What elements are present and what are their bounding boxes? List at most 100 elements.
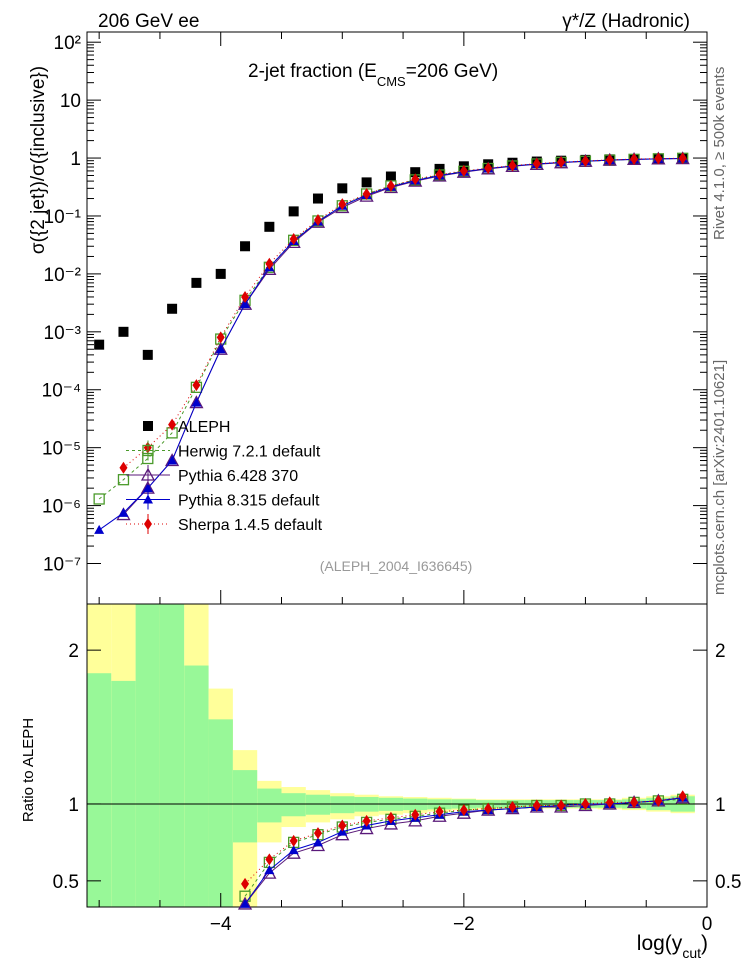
point-pythia6 (213, 341, 228, 355)
band-inner (305, 794, 331, 815)
ratio-ylabel: Ratio to ALEPH (20, 718, 37, 822)
point-sherpa (362, 187, 371, 200)
series-line-pythia6 (123, 158, 683, 515)
ratio-point-sherpa (557, 799, 566, 812)
ratio-point-pythia8 (240, 898, 251, 908)
legend-label-pythia8: Pythia 8.315 default (178, 493, 320, 510)
point-sherpa (435, 168, 444, 181)
ratio-point-pythia6 (237, 896, 253, 910)
ratio-point-sherpa (532, 799, 541, 812)
x-tick-label: −4 (210, 914, 232, 935)
point-pythia6 (165, 453, 180, 467)
point-sherpa (241, 290, 250, 303)
point-sherpa (119, 461, 128, 474)
legend-marker-herwig (142, 444, 154, 457)
point-data (264, 221, 275, 232)
point-data (240, 241, 251, 252)
ratio-point-sherpa (265, 853, 274, 866)
band-inner (87, 673, 112, 907)
x-tick-label: −2 (453, 914, 475, 935)
ratio-point-pythia8 (288, 845, 299, 855)
point-pythia6 (310, 214, 326, 228)
point-sherpa (386, 179, 395, 192)
y-tick-label: 10⁻⁶ (42, 497, 81, 518)
point-pythia8 (215, 344, 226, 354)
y-tick-label: 10⁻³ (44, 323, 82, 344)
ratio-point-sherpa (459, 804, 468, 817)
band-inner (257, 788, 282, 823)
ratio-point-pythia8 (312, 837, 323, 847)
band-inner (330, 796, 355, 814)
point-data (167, 303, 178, 314)
ratio-y-tick-label-right: 1 (715, 795, 726, 816)
point-sherpa (654, 152, 663, 165)
point-data (361, 177, 372, 188)
band-inner (281, 793, 306, 817)
ratio-point-sherpa (362, 814, 371, 827)
main-axes: 10⁻⁷ 10⁻⁶ 10⁻⁵ 10⁻⁴ 10⁻³ 10⁻² 10⁻¹ 1 10 10² (42, 32, 708, 604)
point-sherpa (605, 153, 614, 166)
band-inner (135, 604, 160, 907)
ratio-point-sherpa (605, 796, 614, 809)
ratio-point-sherpa (411, 808, 420, 821)
point-data (312, 193, 323, 204)
point-herwig (93, 493, 105, 505)
legend-label-sherpa: Sherpa 1.4.5 default (178, 517, 323, 534)
point-data (337, 183, 348, 194)
ratio-y-tick-label: 2 (68, 641, 79, 662)
point-sherpa (192, 379, 201, 392)
ratio-point-sherpa (435, 805, 444, 818)
legend-marker-pythia8 (143, 494, 153, 504)
main-ylabel: σ({2 jet})/σ({inclusive}) (28, 66, 49, 254)
point-sherpa (168, 418, 177, 431)
band-inner (159, 604, 185, 907)
point-data (191, 277, 202, 288)
legend-marker-pythia6 (140, 467, 156, 481)
main-series (93, 151, 690, 534)
ratio-point-sherpa (678, 790, 687, 803)
point-sherpa (557, 156, 566, 169)
ratio-point-sherpa (581, 797, 590, 810)
y-tick-label: 10⁻⁴ (42, 381, 81, 402)
ratio-y-tick-label: 1 (68, 795, 79, 816)
analysis-id: (ALEPH_2004_I636645) (320, 558, 473, 574)
y-tick-label: 10⁻⁷ (43, 555, 81, 576)
ratio-point-sherpa (630, 796, 639, 809)
x-tick-label: 0 (702, 914, 713, 935)
side-label-mcplots: mcplots.cern.ch [arXiv:2401.10621] (711, 360, 728, 595)
point-data (288, 206, 299, 217)
point-data (118, 326, 129, 337)
ratio-point-sherpa (313, 827, 322, 840)
point-sherpa (411, 173, 420, 186)
point-pythia6 (237, 296, 253, 310)
ratio-point-pythia8 (264, 865, 275, 875)
y-tick-label: 10 (60, 91, 81, 112)
ratio-axes: 0.5 0.5 1 1 2 2 −4 −2 0 (53, 641, 742, 935)
point-sherpa (678, 152, 687, 165)
legend-label-pythia6: Pythia 6.428 370 (178, 468, 298, 485)
point-data (215, 268, 226, 279)
legend-marker-data (143, 421, 153, 431)
ratio-point-sherpa (654, 794, 663, 807)
ratio-point-sherpa (338, 819, 347, 832)
point-sherpa (532, 157, 541, 170)
ratio-point-sherpa (241, 877, 250, 890)
band-inner (111, 680, 136, 907)
point-pythia8 (167, 455, 178, 465)
band-inner (232, 770, 258, 843)
point-sherpa (313, 214, 322, 227)
plot-title: 2-jet fraction (ECMS=206 GeV) (248, 61, 498, 89)
point-pythia8 (240, 299, 251, 309)
y-tick-label: 1 (70, 149, 81, 170)
band-inner (208, 719, 233, 907)
point-sherpa (508, 159, 517, 172)
ratio-point-sherpa (386, 811, 395, 824)
point-data (385, 171, 396, 182)
point-data (410, 167, 421, 178)
y-tick-label: 10² (54, 33, 81, 54)
point-herwig (117, 474, 130, 486)
y-tick-label: 10⁻¹ (44, 207, 82, 228)
point-sherpa (581, 154, 590, 167)
point-sherpa (289, 233, 298, 246)
